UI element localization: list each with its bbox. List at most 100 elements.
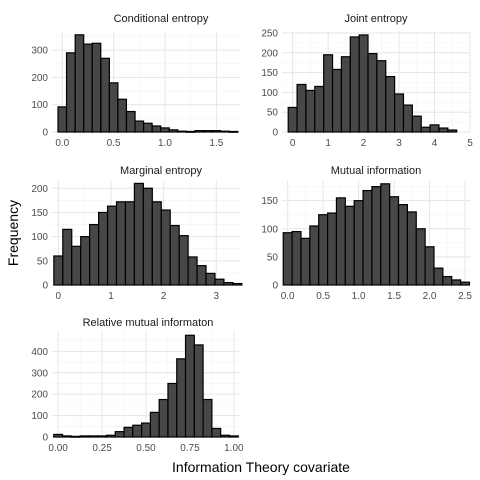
histogram-bar xyxy=(323,54,334,133)
y-tick-label: 100 xyxy=(31,411,48,422)
histogram-bar xyxy=(142,187,153,286)
y-tick-label: 200 xyxy=(31,184,48,195)
x-tick-label: 1.00 xyxy=(224,443,244,454)
histogram-bar xyxy=(318,214,329,286)
x-tick-label: 0.25 xyxy=(92,443,112,454)
histogram-bar xyxy=(184,334,195,438)
histogram-bar xyxy=(142,122,153,133)
histogram-bar xyxy=(326,212,338,286)
histogram-bar xyxy=(151,201,162,286)
x-tick-label: 0 xyxy=(290,138,296,149)
histogram-bar xyxy=(53,255,64,286)
histogram-bar xyxy=(65,52,76,133)
histogram-bar xyxy=(367,52,378,133)
y-tick-label: 0 xyxy=(42,433,48,444)
histogram-bar xyxy=(132,424,143,438)
x-tick-label: 0.0 xyxy=(281,291,295,302)
facet-panel: 0 1 2 3 0 50 100 150 200 Marginal entropy xyxy=(31,165,243,302)
x-tick-label: 1.5 xyxy=(209,138,223,149)
panel-title: Conditional entropy xyxy=(114,13,209,25)
histogram-bar xyxy=(287,106,298,133)
x-tick-label: 1.0 xyxy=(158,138,172,149)
histogram-bar xyxy=(300,237,311,286)
histogram-bar xyxy=(397,204,408,286)
histogram-bar xyxy=(193,344,204,438)
histogram-bar xyxy=(124,201,136,286)
histogram-bar xyxy=(98,211,109,286)
panel-title: Relative mutual informaton xyxy=(83,317,214,329)
y-tick-label: 150 xyxy=(261,196,278,207)
histogram-bar xyxy=(220,434,231,438)
histogram-bar xyxy=(433,267,444,286)
histogram-bar xyxy=(340,56,351,133)
panel-title: Marginal entropy xyxy=(120,165,202,177)
histogram-bar xyxy=(160,209,171,286)
histogram-bar xyxy=(296,83,307,133)
histogram-bar xyxy=(91,42,102,133)
histogram-bar xyxy=(228,435,239,438)
histogram-bar xyxy=(371,186,382,286)
histogram-bar xyxy=(420,126,431,133)
histogram-bar xyxy=(353,200,364,286)
histogram-bar xyxy=(71,245,82,286)
histogram-bar xyxy=(344,205,355,286)
histogram-bar xyxy=(211,427,222,438)
y-tick-label: 250 xyxy=(261,28,278,39)
x-tick-label: 2.5 xyxy=(458,291,472,302)
y-tick-label: 0 xyxy=(42,281,48,292)
histogram-bar xyxy=(291,230,302,286)
histogram-bar xyxy=(167,382,178,438)
x-tick-label: 1.0 xyxy=(352,291,366,302)
x-tick-label: 0.50 xyxy=(136,443,156,454)
histogram-bar xyxy=(158,398,169,438)
y-tick-label: 100 xyxy=(31,100,48,111)
histogram-bar xyxy=(105,434,116,438)
y-tick-label: 200 xyxy=(261,48,278,59)
x-tick-label: 3 xyxy=(396,138,402,149)
histogram-bar xyxy=(305,89,316,133)
histogram-bar xyxy=(196,265,207,286)
histogram-bar xyxy=(335,197,346,286)
histogram-bar xyxy=(402,104,413,133)
histogram-bar xyxy=(214,278,225,286)
facet-panel: 0.0 0.5 1.0 1.5 0 100 200 300 Conditional entrop… xyxy=(31,13,240,149)
histogram-bar xyxy=(314,85,325,133)
histogram-bar xyxy=(232,282,243,286)
x-tick-label: 1.5 xyxy=(387,291,401,302)
histogram-bar xyxy=(176,358,187,438)
histogram-bar xyxy=(460,281,471,286)
histogram-bar xyxy=(358,34,369,133)
histogram-bar xyxy=(415,228,426,286)
x-tick-label: 0.0 xyxy=(55,138,69,149)
facet-panel: 0.0 0.5 1.0 1.5 2.0 2.5 0 50 100 150 Mutual inform… xyxy=(261,165,472,302)
histogram-bar xyxy=(151,125,162,133)
y-tick-label: 50 xyxy=(267,252,279,263)
x-tick-label: 0.5 xyxy=(107,138,121,149)
histogram-bar xyxy=(168,129,179,133)
histogram-bar xyxy=(331,68,343,133)
x-tick-label: 0.5 xyxy=(316,291,330,302)
y-tick-label: 300 xyxy=(31,368,48,379)
panel-title: Mutual information xyxy=(331,165,422,177)
histogram-bar xyxy=(114,431,125,438)
x-tick-label: 5 xyxy=(467,138,473,149)
y-tick-label: 0 xyxy=(272,128,278,139)
histogram-bar xyxy=(385,75,396,133)
histogram-bar xyxy=(394,93,405,133)
y-tick-label: 50 xyxy=(37,256,49,267)
histogram-bar xyxy=(88,435,99,438)
histogram-bar xyxy=(100,57,110,133)
y-tick-label: 0 xyxy=(42,128,48,139)
histogram-bar xyxy=(169,224,180,286)
x-tick-label: 3 xyxy=(214,291,220,302)
histogram-bar xyxy=(376,60,387,133)
histogram-bar xyxy=(178,235,189,286)
histogram-bar xyxy=(451,279,462,286)
histogram-bar xyxy=(223,281,234,286)
x-tick-label: 0 xyxy=(56,291,62,302)
histogram-bar xyxy=(83,43,93,133)
x-tick-label: 1 xyxy=(325,138,331,149)
facet-panel: 0.00 0.25 0.50 0.75 1.00 0 100 200 300 400 Relativ… xyxy=(31,317,244,454)
histogram-bar xyxy=(108,82,119,133)
